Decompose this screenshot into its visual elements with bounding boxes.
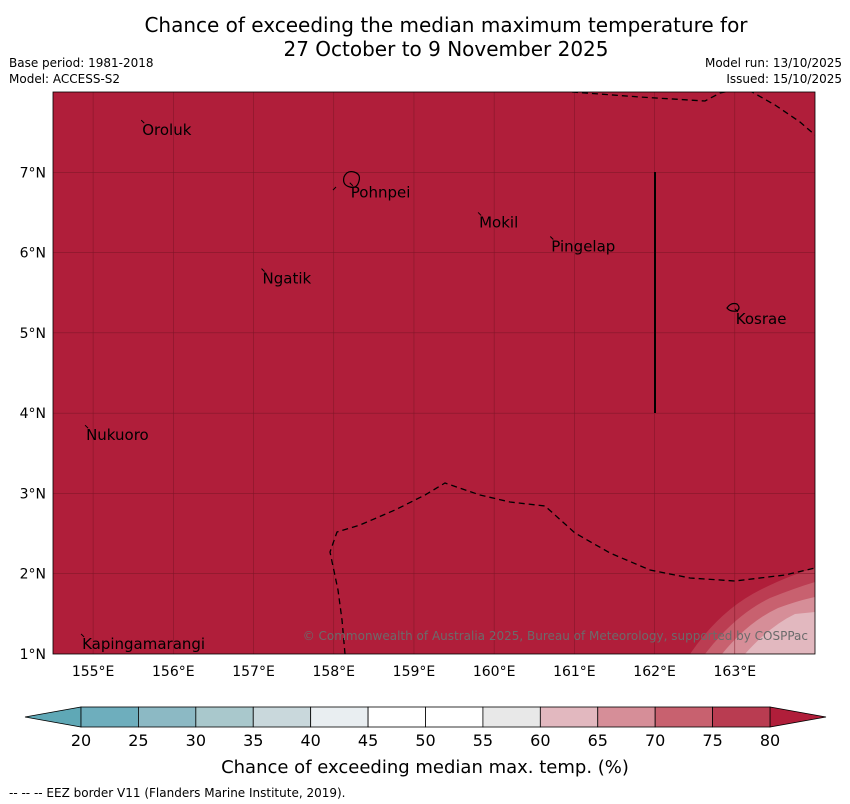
colorbar-segment [252, 706, 312, 728]
lon-tick-label: 160°E [473, 664, 516, 680]
lat-tick-label: 4°N [20, 406, 46, 422]
copyright-notice: © Commonwealth of Australia 2025, Bureau… [303, 629, 808, 643]
colorbar-tick-label: 75 [702, 731, 722, 750]
lat-tick-label: 5°N [20, 326, 46, 342]
lon-tick-label: 161°E [553, 664, 596, 680]
chart-title-line2: 27 October to 9 November 2025 [283, 37, 609, 61]
lat-tick-label: 6°N [20, 246, 46, 262]
colorbar-segment [712, 706, 771, 728]
colorbar-tick-label: 65 [588, 731, 608, 750]
colorbar: 20 25 30 35 40 45 50 55 60 65 70 75 80 [24, 706, 827, 750]
place-marker [84, 424, 89, 429]
eez-border-south [329, 482, 815, 654]
colorbar-tick-label: 40 [300, 731, 320, 750]
kosrae-island [726, 302, 740, 312]
place-label-kosrae: Kosrae [736, 310, 787, 328]
colorbar-label: Chance of exceeding median max. temp. (%… [221, 757, 629, 778]
eez-footnote: -- -- -- EEZ border V11 (Flanders Marine… [9, 786, 346, 800]
map-area [53, 92, 815, 654]
colorbar-tick-label: 80 [760, 731, 780, 750]
colorbar-tick-label: 35 [243, 731, 263, 750]
place-label-mokil: Mokil [479, 213, 518, 231]
colorbar-segment [597, 706, 656, 728]
place-marker [261, 268, 265, 272]
colorbar-tick-label: 20 [71, 731, 91, 750]
colorbar-tick-label: 70 [645, 731, 665, 750]
pohnpei-islet [332, 186, 337, 191]
colorbar-tick-label: 60 [530, 731, 550, 750]
lon-tick-label: 159°E [393, 664, 436, 680]
lon-tick-label: 158°E [312, 664, 355, 680]
colorbar-segment [654, 706, 713, 728]
colorbar-segment [80, 706, 139, 728]
place-label-kapingamarangi: Kapingamarangi [82, 635, 205, 653]
graticule [53, 92, 815, 654]
lon-tick-label: 162°E [633, 664, 676, 680]
map-frame [52, 91, 816, 655]
place-marker [549, 236, 554, 240]
place-label-ngatik: Ngatik [263, 270, 312, 288]
place-label-pohnpei: Pohnpei [351, 184, 411, 202]
place-marker [140, 119, 145, 124]
colorbar-segment [310, 706, 369, 728]
lon-tick-label: 156°E [152, 664, 195, 680]
colorbar-segment [195, 706, 254, 728]
lon-tick-label: 155°E [72, 664, 115, 680]
colorbar-segment [367, 706, 426, 728]
pohnpei-island [343, 170, 361, 188]
lat-tick-label: 3°N [20, 486, 46, 502]
place-marker [477, 212, 482, 216]
issued-date: Issued: 15/10/2025 [726, 72, 842, 86]
model-name: Model: ACCESS-S2 [9, 72, 121, 86]
colorbar-segment [138, 706, 197, 728]
lat-tick-label: 2°N [20, 567, 46, 583]
colorbar-segment [482, 706, 541, 728]
model-run: Model run: 13/10/2025 [704, 56, 842, 70]
lon-tick-label: 157°E [232, 664, 275, 680]
place-label-pingelap: Pingelap [551, 238, 615, 256]
place-label-nukuoro: Nukuoro [86, 426, 149, 444]
chart-title-line1: Chance of exceeding the median maximum t… [144, 13, 748, 37]
place-marker [734, 308, 739, 313]
place-marker [349, 182, 354, 187]
place-label-oroluk: Oroluk [142, 121, 191, 139]
colorbar-tick-label: 50 [415, 731, 435, 750]
place-labels: Oroluk Pohnpei Mokil Pingelap Ngatik Kosrae Nu… [80, 119, 787, 653]
colorbar-over-arrow [769, 706, 827, 728]
colorbar-segment [539, 706, 599, 728]
shading-band-60 [745, 612, 815, 654]
eez-border-north [571, 92, 815, 136]
colorbar-segment [425, 706, 484, 728]
colorbar-under-arrow [24, 706, 82, 728]
axis-tick-labels: 155°E 156°E 157°E 158°E 159°E 160°E 161°E 162°E… [20, 165, 756, 680]
place-marker [80, 633, 85, 638]
lat-tick-label: 7°N [20, 165, 46, 181]
colorbar-tick-label: 25 [128, 731, 148, 750]
colorbar-tick-label: 55 [473, 731, 493, 750]
base-period: Base period: 1981-2018 [9, 56, 154, 70]
colorbar-tick-label: 45 [358, 731, 378, 750]
lon-tick-label: 163°E [714, 664, 757, 680]
colorbar-tick-label: 30 [186, 731, 206, 750]
lat-tick-label: 1°N [20, 647, 46, 663]
